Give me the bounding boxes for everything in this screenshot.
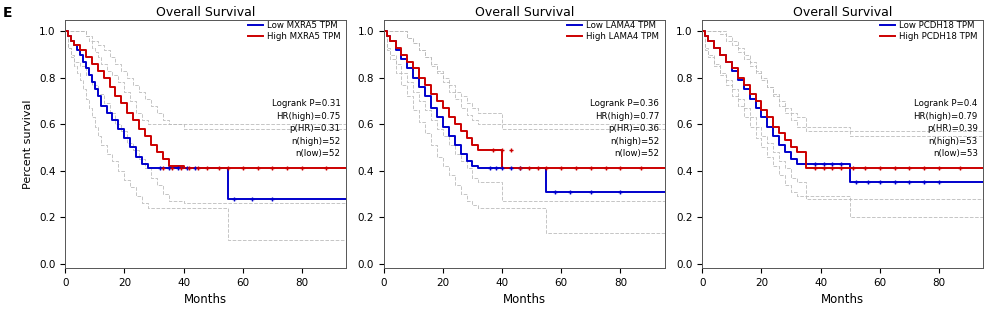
Legend: Low LAMA4 TPM, High LAMA4 TPM: Low LAMA4 TPM, High LAMA4 TPM bbox=[565, 19, 661, 43]
Text: E: E bbox=[3, 6, 13, 20]
Text: Logrank P=0.4
HR(high)=0.79
p(HR)=0.39
n(high)=53
n(low)=53: Logrank P=0.4 HR(high)=0.79 p(HR)=0.39 n… bbox=[914, 99, 978, 158]
Title: Overall Survival: Overall Survival bbox=[475, 6, 574, 18]
Text: Logrank P=0.36
HR(high)=0.77
p(HR)=0.36
n(high)=52
n(low)=52: Logrank P=0.36 HR(high)=0.77 p(HR)=0.36 … bbox=[590, 99, 660, 158]
X-axis label: Months: Months bbox=[821, 294, 864, 306]
Title: Overall Survival: Overall Survival bbox=[793, 6, 892, 18]
Y-axis label: Percent survival: Percent survival bbox=[24, 99, 34, 189]
X-axis label: Months: Months bbox=[184, 294, 227, 306]
Legend: Low PCDH18 TPM, High PCDH18 TPM: Low PCDH18 TPM, High PCDH18 TPM bbox=[878, 19, 979, 43]
Legend: Low MXRA5 TPM, High MXRA5 TPM: Low MXRA5 TPM, High MXRA5 TPM bbox=[246, 19, 342, 43]
Text: Logrank P=0.31
HR(high)=0.75
p(HR)=0.31
n(high)=52
n(low)=52: Logrank P=0.31 HR(high)=0.75 p(HR)=0.31 … bbox=[272, 99, 341, 158]
Title: Overall Survival: Overall Survival bbox=[156, 6, 255, 18]
X-axis label: Months: Months bbox=[502, 294, 546, 306]
